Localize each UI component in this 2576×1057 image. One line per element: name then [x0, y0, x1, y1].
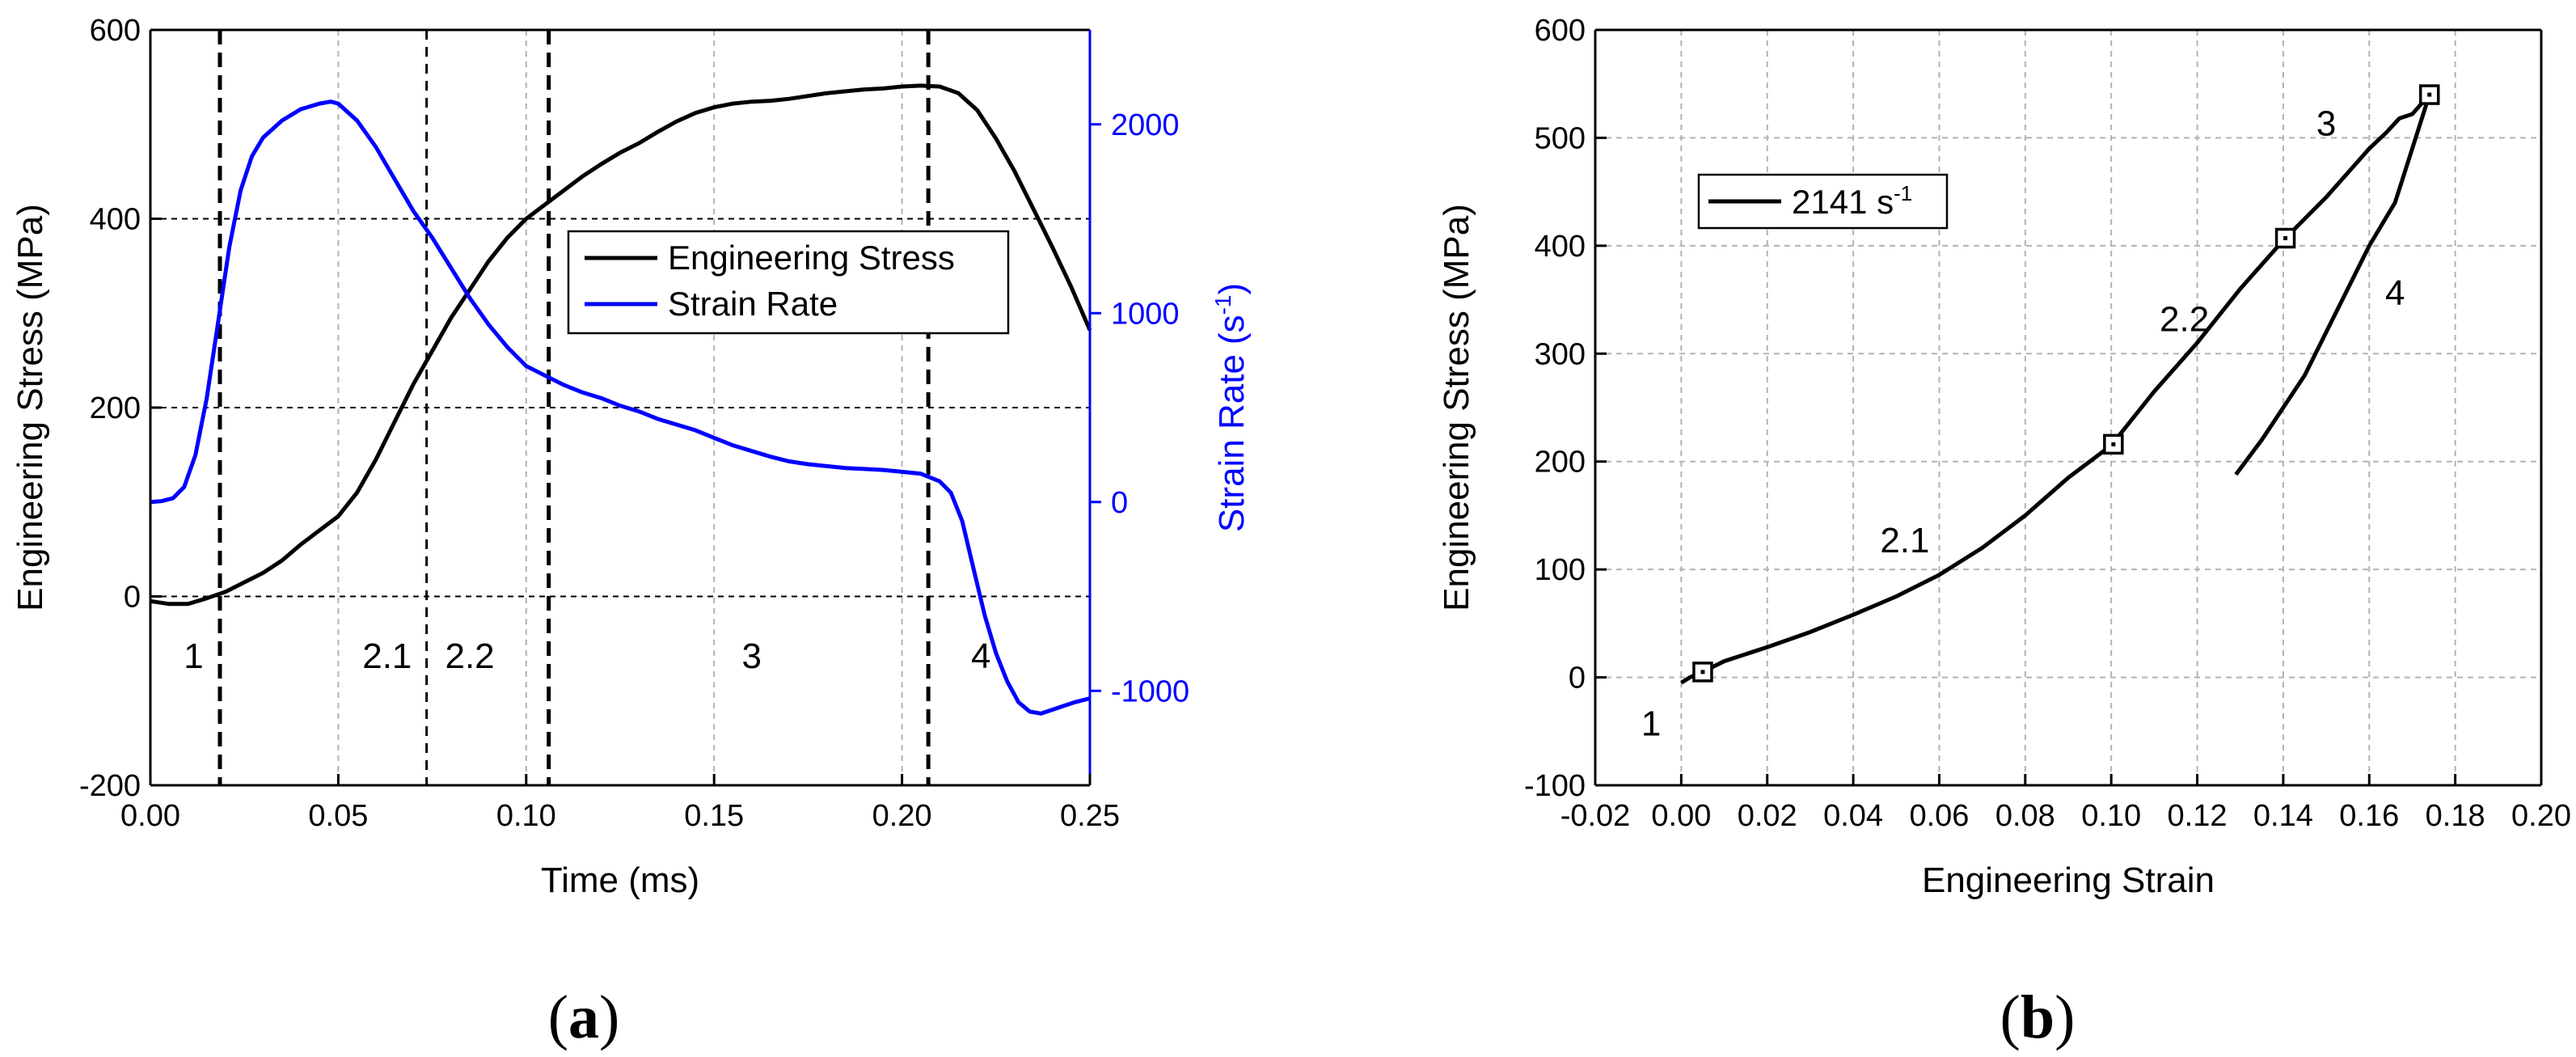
chart-b-x-tick-label-0-02: 0.02 — [1738, 799, 1797, 833]
chart-a-y2-tick-label-0: 0 — [1111, 486, 1128, 520]
chart-b-legend-label-main: 2141 s — [1792, 183, 1894, 221]
chart-b-marker-dot-4 — [2427, 92, 2432, 97]
chart-b-panel-label: (b) — [2000, 983, 2076, 1051]
chart-b-y-tick-label-300: 300 — [1535, 337, 1586, 371]
chart-a-phase-dividers — [217, 30, 931, 785]
chart-b-marker-dot-2 — [2111, 442, 2116, 446]
chart-a-legend: Engineering Stress Strain Rate — [567, 230, 1010, 335]
chart-b-x-ticks: -0.02 0.00 0.02 0.04 0.06 0.08 0.10 0.12 0.14 0.1… — [1560, 774, 2571, 833]
chart-b-grid — [1595, 30, 2541, 785]
chart-a-y-tick-label-600: 600 — [90, 14, 141, 48]
chart-a-x-ticks: 0.00 0.05 0.10 0.15 0.20 0.25 — [120, 774, 1120, 833]
chart-a-x-tick-label-0-10: 0.10 — [496, 799, 556, 833]
chart-b-annotation-3: 3 — [2316, 104, 2336, 144]
chart-b-x-tick-label-0-06: 0.06 — [1909, 799, 1969, 833]
chart-b-x-tick-label-0-02: -0.02 — [1560, 799, 1631, 833]
chart-a-reference-hlines — [150, 218, 1090, 598]
chart-b-y-tick-label-100: 100 — [1535, 553, 1586, 587]
chart-b-x-tick-label-0-16: 0.16 — [2339, 799, 2399, 833]
chart-b: -0.02 0.00 0.02 0.04 0.06 0.08 0.10 0.12 0.14 0.1… — [1437, 14, 2571, 1051]
chart-b-x-tick-label-0-00: 0.00 — [1651, 799, 1711, 833]
chart-b-legend-label: 2141 s-1 — [1792, 181, 1912, 221]
chart-a-y2-ticks: -1000 0 1000 2000 — [1090, 108, 1189, 708]
chart-b-y-tick-label-500: 500 — [1535, 121, 1586, 155]
chart-b-y-tick-label-0: 0 — [1569, 662, 1586, 696]
chart-b-markers — [1692, 84, 2440, 683]
chart-b-y-ticks: -100 0 100 200 300 400 500 600 — [1524, 14, 1607, 803]
chart-b-x-tick-label-0-04: 0.04 — [1823, 799, 1883, 833]
chart-a-series-engineering-stress — [150, 83, 1092, 607]
chart-a-y2-axis-title-unit: (s — [1212, 315, 1252, 345]
chart-b-plot-area — [1595, 30, 2541, 785]
chart-b-x-axis-title: Engineering Strain — [1922, 860, 2215, 900]
chart-a-series-strain-rate — [150, 99, 1091, 716]
chart-a-x-tick-label-0-00: 0.00 — [120, 799, 180, 833]
chart-b-x-tick-label-0-10: 0.10 — [2081, 799, 2141, 833]
chart-b-marker-dot-3 — [2283, 236, 2288, 241]
chart-a-legend-box — [567, 230, 1010, 335]
chart-b-panel-letter: b — [2021, 983, 2054, 1051]
chart-a-x-tick-label-0-15: 0.15 — [684, 799, 744, 833]
chart-a-panel-letter: a — [568, 983, 599, 1051]
chart-a-region-label-1: 1 — [184, 636, 203, 676]
chart-a-legend-label-engineering-stress: Engineering Stress — [668, 239, 955, 277]
chart-a-y2-tick-label-2000: 2000 — [1111, 108, 1180, 142]
chart-b-annotation-4: 4 — [2385, 273, 2405, 313]
chart-a-y2-axis-title-exponent: -1 — [1210, 294, 1235, 315]
chart-a-region-label-2-2: 2.2 — [445, 636, 494, 676]
chart-a-x-tick-label-0-25: 0.25 — [1060, 799, 1120, 833]
chart-a-x-axis-title: Time (ms) — [541, 860, 699, 900]
chart-a: 0.00 0.05 0.10 0.15 0.20 0.25 -2000200400600 … — [11, 14, 1252, 1051]
chart-a-y2-tick-label-1000: 1000 — [1111, 297, 1180, 331]
chart-a-y-tick-label-400: 400 — [90, 203, 141, 237]
chart-a-legend-label-strain-rate: Strain Rate — [668, 285, 838, 323]
chart-b-annotations: 1 2.1 2.2 3 4 — [1641, 104, 2405, 744]
chart-a-x-tick-label-0-20: 0.20 — [872, 799, 932, 833]
chart-a-region-labels: 1 2.1 2.2 3 4 — [184, 636, 990, 676]
chart-b-legend: 2141 s-1 — [1697, 173, 1949, 230]
chart-a-y-tick-label-0: 0 — [124, 581, 141, 615]
chart-b-x-tick-label-0-14: 0.14 — [2253, 799, 2313, 833]
chart-a-region-label-3: 3 — [741, 636, 761, 676]
chart-b-annotation-2-2: 2.2 — [2160, 299, 2209, 339]
chart-b-x-tick-label-0-08: 0.08 — [1995, 799, 2055, 833]
chart-b-series-2141 — [1680, 93, 2432, 685]
chart-b-y-tick-label-600: 600 — [1535, 14, 1586, 48]
chart-b-x-tick-label-0-12: 0.12 — [2168, 799, 2228, 833]
chart-b-x-tick-label-0-20: 0.20 — [2511, 799, 2571, 833]
chart-a-y-tick-label-200: 200 — [90, 391, 141, 425]
chart-a-y2-axis-title: Strain Rate (s-1) — [1210, 283, 1252, 532]
chart-b-annotation-2-1: 2.1 — [1880, 521, 1929, 560]
chart-a-y2-axis-title-main: Strain Rate — [1212, 354, 1252, 532]
chart-a-y2-tick-label-1000: -1000 — [1111, 674, 1189, 708]
chart-a-y2-axis-title-close: ) — [1212, 283, 1252, 295]
chart-b-y-tick-label-200: 200 — [1535, 446, 1586, 480]
chart-b-legend-label-exponent: -1 — [1894, 181, 1912, 205]
chart-b-y-axis-title: Engineering Stress (MPa) — [1437, 204, 1476, 611]
chart-a-y-axis-title: Engineering Stress (MPa) — [11, 204, 50, 611]
chart-a-x-tick-label-0-05: 0.05 — [308, 799, 368, 833]
chart-b-annotation-1: 1 — [1641, 704, 1661, 744]
chart-b-marker-dot-1 — [1700, 670, 1705, 674]
chart-a-y-ticks: -200 0 200 400 600 — [79, 14, 162, 803]
chart-b-x-tick-label-0-18: 0.18 — [2426, 799, 2485, 833]
chart-a-y-tick-label-200: -200 — [79, 769, 141, 803]
chart-b-y-tick-label-400: 400 — [1535, 230, 1586, 264]
chart-a-region-label-4: 4 — [971, 636, 990, 676]
chart-a-region-label-2-1: 2.1 — [362, 636, 412, 676]
chart-a-panel-label: (a) — [548, 983, 620, 1051]
chart-b-y-tick-label-100: -100 — [1524, 769, 1586, 803]
